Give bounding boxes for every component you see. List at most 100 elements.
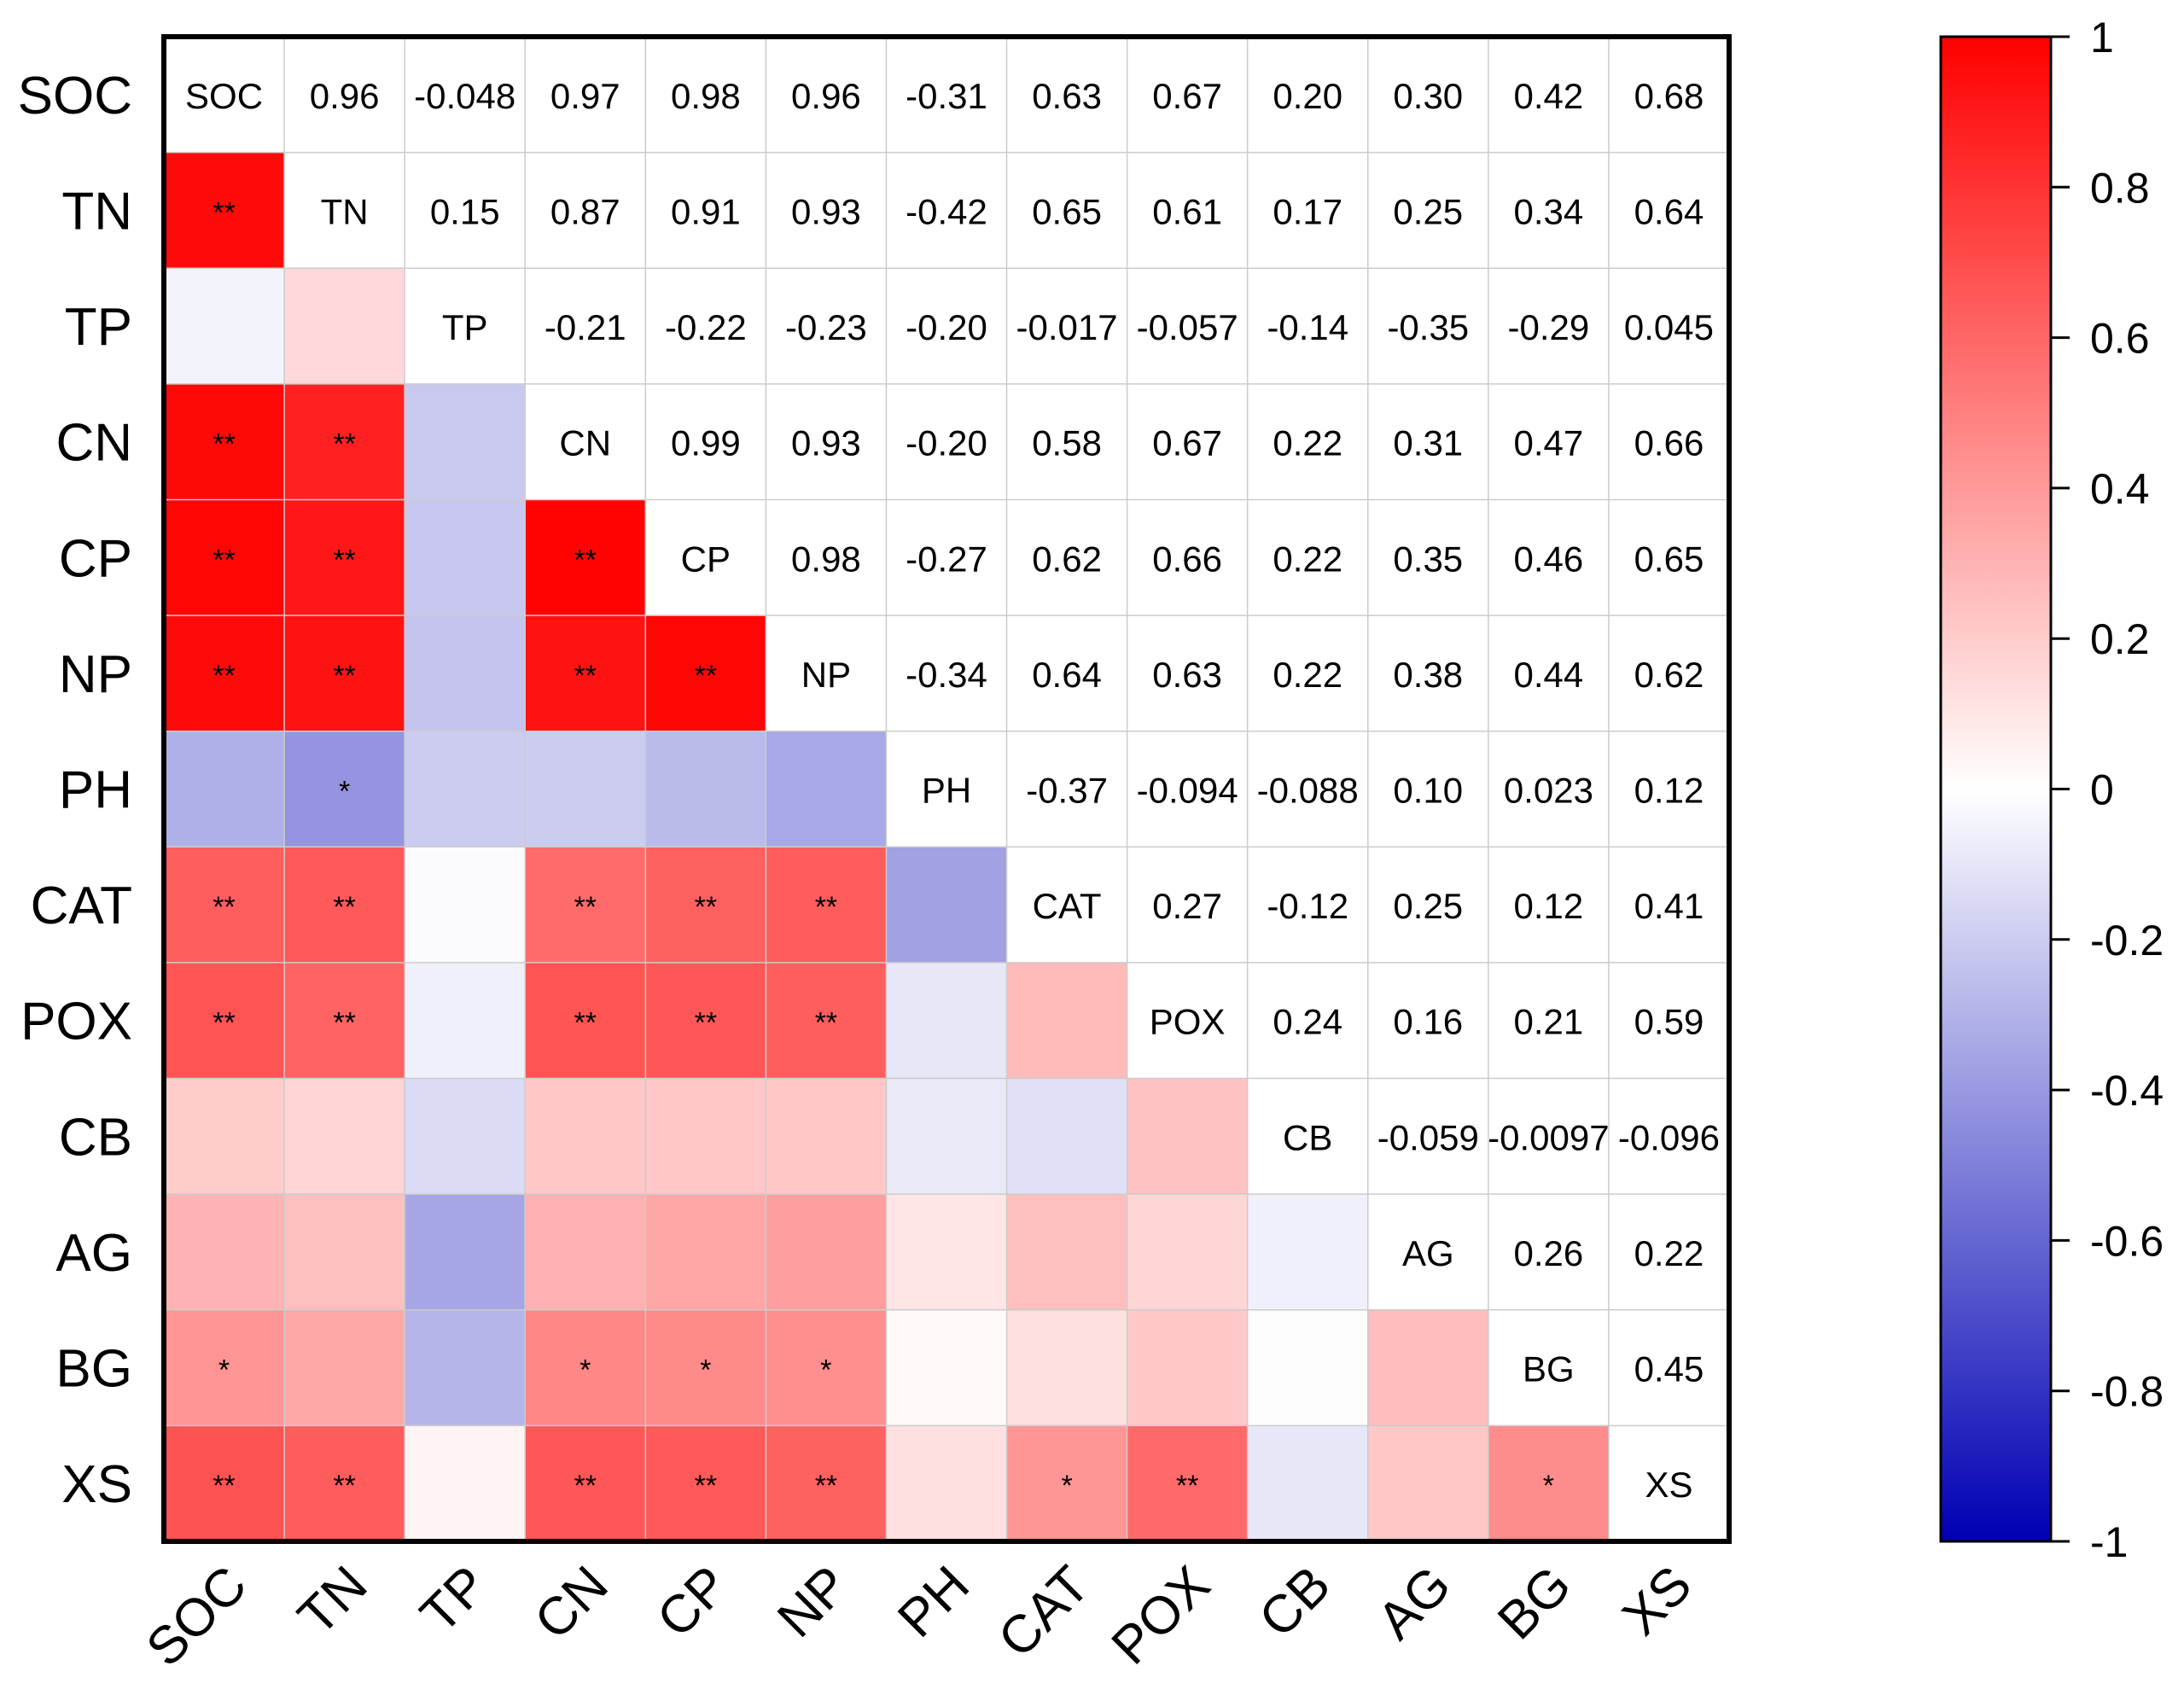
colorbar-tick-label: -0.4 xyxy=(2090,1067,2164,1115)
cell-BG-CP xyxy=(645,1309,766,1426)
correlation-value-label: 0.66 xyxy=(1634,423,1704,463)
cell-NP-CB xyxy=(1247,615,1369,732)
correlation-value-label: 0.45 xyxy=(1634,1349,1704,1389)
x-tick-label: CB xyxy=(1248,1555,1342,1649)
cell-AG-CN xyxy=(525,1194,646,1311)
cell-CB-NP xyxy=(766,1078,887,1195)
x-tick-label: CN xyxy=(524,1555,620,1651)
significance-marker: ** xyxy=(213,196,235,229)
y-tick-label: POX xyxy=(20,993,132,1051)
cell-BG-PH xyxy=(886,1309,1008,1426)
correlation-value-label: -0.059 xyxy=(1377,1117,1479,1157)
correlation-value-label: 0.38 xyxy=(1393,655,1463,695)
cell-CP-CN xyxy=(525,499,646,616)
cell-AG-TP xyxy=(405,1194,526,1311)
cell-AG-POX xyxy=(1127,1194,1249,1311)
cell-TN-BG xyxy=(1488,152,1610,269)
x-tick-label: PH xyxy=(887,1555,981,1649)
cell-NP-CN xyxy=(525,615,646,732)
correlation-value-label: -0.048 xyxy=(414,76,515,116)
cell-POX-SOC xyxy=(164,962,285,1080)
y-tick-label: TN xyxy=(61,182,132,241)
correlation-value-label: 0.98 xyxy=(671,76,741,116)
cell-SOC-XS xyxy=(1608,37,1730,154)
correlation-value-label: 0.34 xyxy=(1514,191,1584,231)
correlation-value-label: -0.0097 xyxy=(1488,1117,1609,1157)
cell-PH-XS xyxy=(1608,731,1730,848)
cell-CN-TN xyxy=(284,383,405,500)
correlation-value-label: -0.096 xyxy=(1618,1117,1720,1157)
colorbar-gradient xyxy=(1939,35,2053,1543)
cell-CB-POX xyxy=(1127,1078,1249,1195)
significance-marker: ** xyxy=(333,891,355,923)
correlation-value-label: 0.31 xyxy=(1393,423,1463,463)
y-tick-label: TP xyxy=(65,298,132,357)
x-axis-tick-labels: SOC TN TP CN CP NP PH CAT POX CB AG BG XS xyxy=(136,1555,1704,1678)
correlation-value-label: 0.67 xyxy=(1152,76,1222,116)
cell-TP-CB xyxy=(1247,268,1369,385)
cell-PH-CAT xyxy=(1006,731,1128,848)
correlation-value-label: 0.91 xyxy=(671,191,741,231)
cell-TP-TP xyxy=(405,268,526,385)
correlation-value-label: -0.35 xyxy=(1387,307,1469,347)
diagonal-label: TN xyxy=(321,191,369,231)
correlation-value-label: 0.61 xyxy=(1152,191,1222,231)
colorbar-tick-label: -1 xyxy=(2090,1518,2128,1566)
significance-marker: ** xyxy=(333,1007,355,1040)
cell-CAT-CB xyxy=(1247,847,1369,964)
y-tick-label: CP xyxy=(59,529,132,588)
cell-TP-AG xyxy=(1367,268,1489,385)
correlation-value-label: 0.63 xyxy=(1152,655,1222,695)
cell-POX-TP xyxy=(405,962,526,1080)
diagonal-label: NP xyxy=(801,655,851,695)
correlation-value-label: 0.58 xyxy=(1032,423,1102,463)
significance-marker: ** xyxy=(213,1007,235,1040)
cell-CAT-TN xyxy=(284,847,405,964)
cell-CB-CAT xyxy=(1006,1078,1128,1195)
diagonal-label: CB xyxy=(1283,1117,1332,1157)
significance-marker: ** xyxy=(333,660,355,692)
correlation-value-label: -0.27 xyxy=(906,539,987,579)
cell-CN-SOC xyxy=(164,383,285,500)
cell-POX-TN xyxy=(284,962,405,1080)
correlation-value-label: -0.29 xyxy=(1508,307,1590,347)
correlation-value-label: 0.42 xyxy=(1514,76,1584,116)
correlation-value-label: 0.10 xyxy=(1393,771,1463,811)
correlation-value-label: -0.22 xyxy=(665,307,747,347)
cell-TN-PH xyxy=(886,152,1008,269)
correlation-value-label: 0.17 xyxy=(1273,191,1342,231)
cell-POX-CAT xyxy=(1006,962,1128,1080)
correlation-value-label: -0.20 xyxy=(906,423,987,463)
cell-CAT-CAT xyxy=(1006,847,1128,964)
diagonal-label: CN xyxy=(559,423,611,463)
correlation-value-label: -0.094 xyxy=(1137,771,1238,811)
correlation-value-label: 0.65 xyxy=(1032,191,1102,231)
colorbar-tick-label: 0.8 xyxy=(2090,164,2150,212)
colorbar-tick-label: 0 xyxy=(2090,766,2114,814)
cell-NP-BG xyxy=(1488,615,1610,732)
cell-PH-PH xyxy=(886,731,1008,848)
cell-CB-CN xyxy=(525,1078,646,1195)
cell-PH-TN xyxy=(284,731,405,848)
x-tick-label: XS xyxy=(1611,1555,1703,1646)
cell-CAT-AG xyxy=(1367,847,1489,964)
significance-marker: ** xyxy=(213,891,235,923)
x-tick-label: TP xyxy=(410,1555,499,1645)
cell-CN-XS xyxy=(1608,383,1730,500)
cell-SOC-CAT xyxy=(1006,37,1128,154)
cell-TP-XS xyxy=(1608,268,1730,385)
correlation-value-label: -0.017 xyxy=(1016,307,1118,347)
cell-XS-AG xyxy=(1367,1425,1489,1542)
cell-POX-AG xyxy=(1367,962,1489,1080)
cell-AG-PH xyxy=(886,1194,1008,1311)
significance-marker: ** xyxy=(574,544,597,576)
cell-NP-PH xyxy=(886,615,1008,732)
cell-XS-PH xyxy=(886,1425,1008,1542)
correlation-value-label: -0.31 xyxy=(906,76,987,116)
cell-NP-CP xyxy=(645,615,766,732)
cell-CP-POX xyxy=(1127,499,1249,616)
cell-XS-POX xyxy=(1127,1425,1249,1542)
correlation-value-label: 0.66 xyxy=(1152,539,1222,579)
correlation-value-label: -0.057 xyxy=(1137,307,1238,347)
correlation-value-label: 0.30 xyxy=(1393,76,1463,116)
